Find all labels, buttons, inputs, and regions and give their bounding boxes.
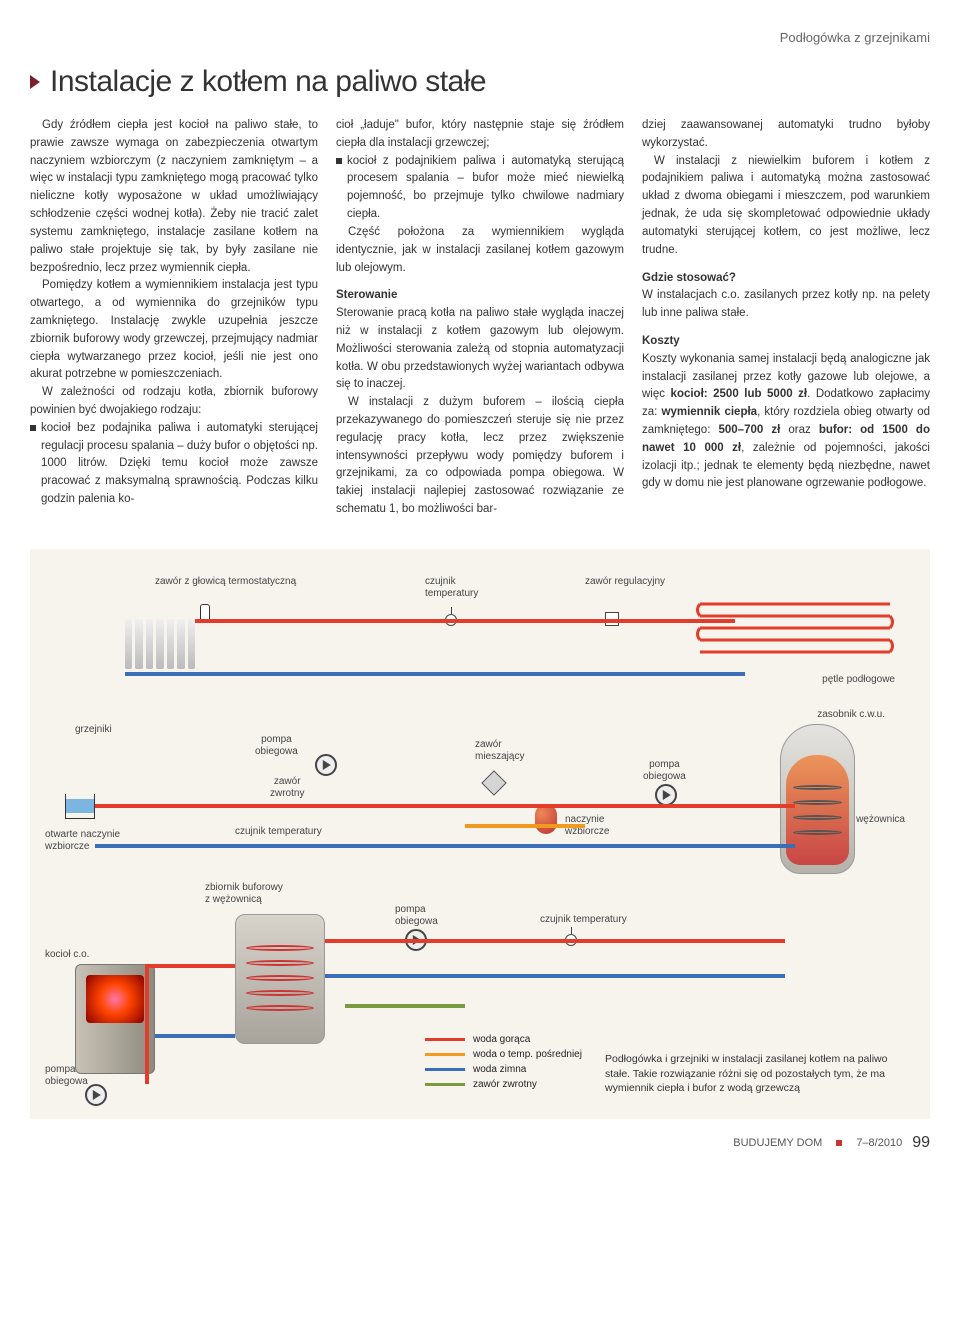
pipe-hot [145, 964, 149, 1084]
floor-loops-icon [695, 594, 895, 664]
label-radiators: grzejniki [75, 724, 112, 736]
diagram-caption: Podłogówka i grzejniki w instalacji zasi… [605, 1052, 905, 1096]
para: Pomiędzy kotłem a wymiennikiem instalacj… [30, 277, 318, 384]
pump-icon [655, 784, 677, 806]
article-columns: Gdy źródłem ciepła jest kocioł na paliwo… [30, 117, 930, 519]
para: Część położona za wymiennikiem wygląda i… [336, 224, 624, 277]
legend-swatch-cold [425, 1068, 465, 1071]
label-pump: pompa obiegowa [255, 734, 298, 758]
title-row: Instalacje z kotłem na paliwo stałe [30, 65, 930, 99]
label-thermo-valve: zawór z głowicą termostatyczną [155, 576, 296, 588]
mixing-valve-icon [481, 770, 506, 795]
legend-swatch-mid [425, 1053, 465, 1056]
pump-icon [85, 1084, 107, 1106]
pipe-cold [155, 1034, 235, 1038]
label-mix-valve: zawór mieszający [475, 739, 524, 763]
para: W instalacji z niewielkim buforem i kotł… [642, 153, 930, 260]
label-pump-2: pompa obiegowa [643, 759, 686, 783]
open-vessel-icon [65, 794, 95, 819]
pipe-mid [465, 824, 585, 828]
diagram-legend: woda gorąca woda o temp. pośredniej woda… [425, 1034, 582, 1094]
boiler-icon [75, 964, 155, 1074]
pipe-return [345, 1004, 465, 1008]
column-2: cioł „ładuje" bufor, który następnie sta… [336, 117, 624, 519]
label-reg-valve: zawór regulacyjny [585, 576, 665, 588]
pipe-cold [95, 844, 795, 848]
legend-label: woda gorąca [473, 1034, 530, 1045]
bullet-para: kocioł z podajnikiem paliwa i automatyką… [336, 153, 624, 224]
heating-diagram: pętle podłogowe zawór z głowicą termosta… [30, 549, 930, 1119]
legend-label: woda zimna [473, 1064, 526, 1075]
pipe-hot [195, 619, 735, 623]
footer-magazine: BUDUJEMY DOM [733, 1137, 822, 1149]
label-open-vessel: otwarte naczynie wzbiorcze [45, 829, 120, 853]
column-3: dziej zaawansowanej automatyki trudno by… [642, 117, 930, 519]
pump-icon [315, 754, 337, 776]
legend-label: woda o temp. pośredniej [473, 1049, 582, 1060]
pipe-cold [125, 672, 745, 676]
footer-separator-icon [836, 1140, 842, 1146]
bullet-text: kocioł z podajnikiem paliwa i automatyką… [347, 153, 624, 224]
pipe-hot [325, 939, 785, 943]
arrow-icon [30, 75, 40, 89]
page-footer: BUDUJEMY DOM 7–8/2010 99 [0, 1119, 960, 1167]
label-coil: wężownica [856, 814, 905, 826]
bullet-para: kocioł bez podajnika paliwa i automatyki… [30, 420, 318, 509]
label-temp-sensor3: czujnik temperatury [540, 914, 627, 926]
label-temp-sensor: czujnik temperatury [425, 576, 478, 600]
pipe-cold [325, 974, 785, 978]
dhw-tank-icon [780, 724, 855, 874]
pipe-hot [95, 804, 795, 808]
label-check-valve: zawór zwrotny [270, 776, 304, 800]
square-bullet-icon [30, 425, 36, 431]
bullet-text: kocioł bez podajnika paliwa i automatyki… [41, 420, 318, 509]
subheading: Koszty [642, 333, 930, 351]
label-floor-loops: pętle podłogowe [822, 674, 895, 686]
label-pump-boiler: pompa obiegowa [45, 1064, 88, 1088]
legend-swatch-ret [425, 1083, 465, 1086]
label-boiler: kocioł c.o. [45, 949, 89, 961]
para: W zależności od rodzaju kotła, zbiornik … [30, 384, 318, 420]
label-temp-sensor2: czujnik temperatury [235, 826, 322, 838]
buffer-tank-icon [235, 914, 325, 1044]
category-label: Podłogówka z grzejnikami [30, 30, 930, 45]
square-bullet-icon [336, 158, 342, 164]
label-dhw-tank: zasobnik c.w.u. [817, 709, 885, 721]
pipe-hot [145, 964, 235, 968]
para: Gdy źródłem ciepła jest kocioł na paliwo… [30, 117, 318, 277]
para: W instalacji z dużym buforem – ilością c… [336, 394, 624, 519]
radiator-icon [125, 619, 195, 669]
expansion-vessel-icon [535, 804, 557, 834]
para-costs: Koszty wykonania samej instalacji będą a… [642, 351, 930, 494]
page-title: Instalacje z kotłem na paliwo stałe [50, 65, 486, 99]
legend-label: zawór zwrotny [473, 1079, 537, 1090]
label-buffer: zbiornik buforowy z wężownicą [205, 882, 283, 906]
para: dziej zaawansowanej automatyki trudno by… [642, 117, 930, 153]
para: Sterowanie pracą kotła na paliwo stałe w… [336, 305, 624, 394]
subheading: Sterowanie [336, 287, 624, 305]
label-pump-3: pompa obiegowa [395, 904, 438, 928]
footer-page-number: 99 [912, 1134, 930, 1152]
footer-issue: 7–8/2010 [856, 1137, 902, 1149]
para: W instalacjach c.o. zasilanych przez kot… [642, 287, 930, 323]
para: cioł „ładuje" bufor, który następnie sta… [336, 117, 624, 153]
column-1: Gdy źródłem ciepła jest kocioł na paliwo… [30, 117, 318, 519]
legend-swatch-hot [425, 1038, 465, 1041]
subheading: Gdzie stosować? [642, 270, 930, 288]
